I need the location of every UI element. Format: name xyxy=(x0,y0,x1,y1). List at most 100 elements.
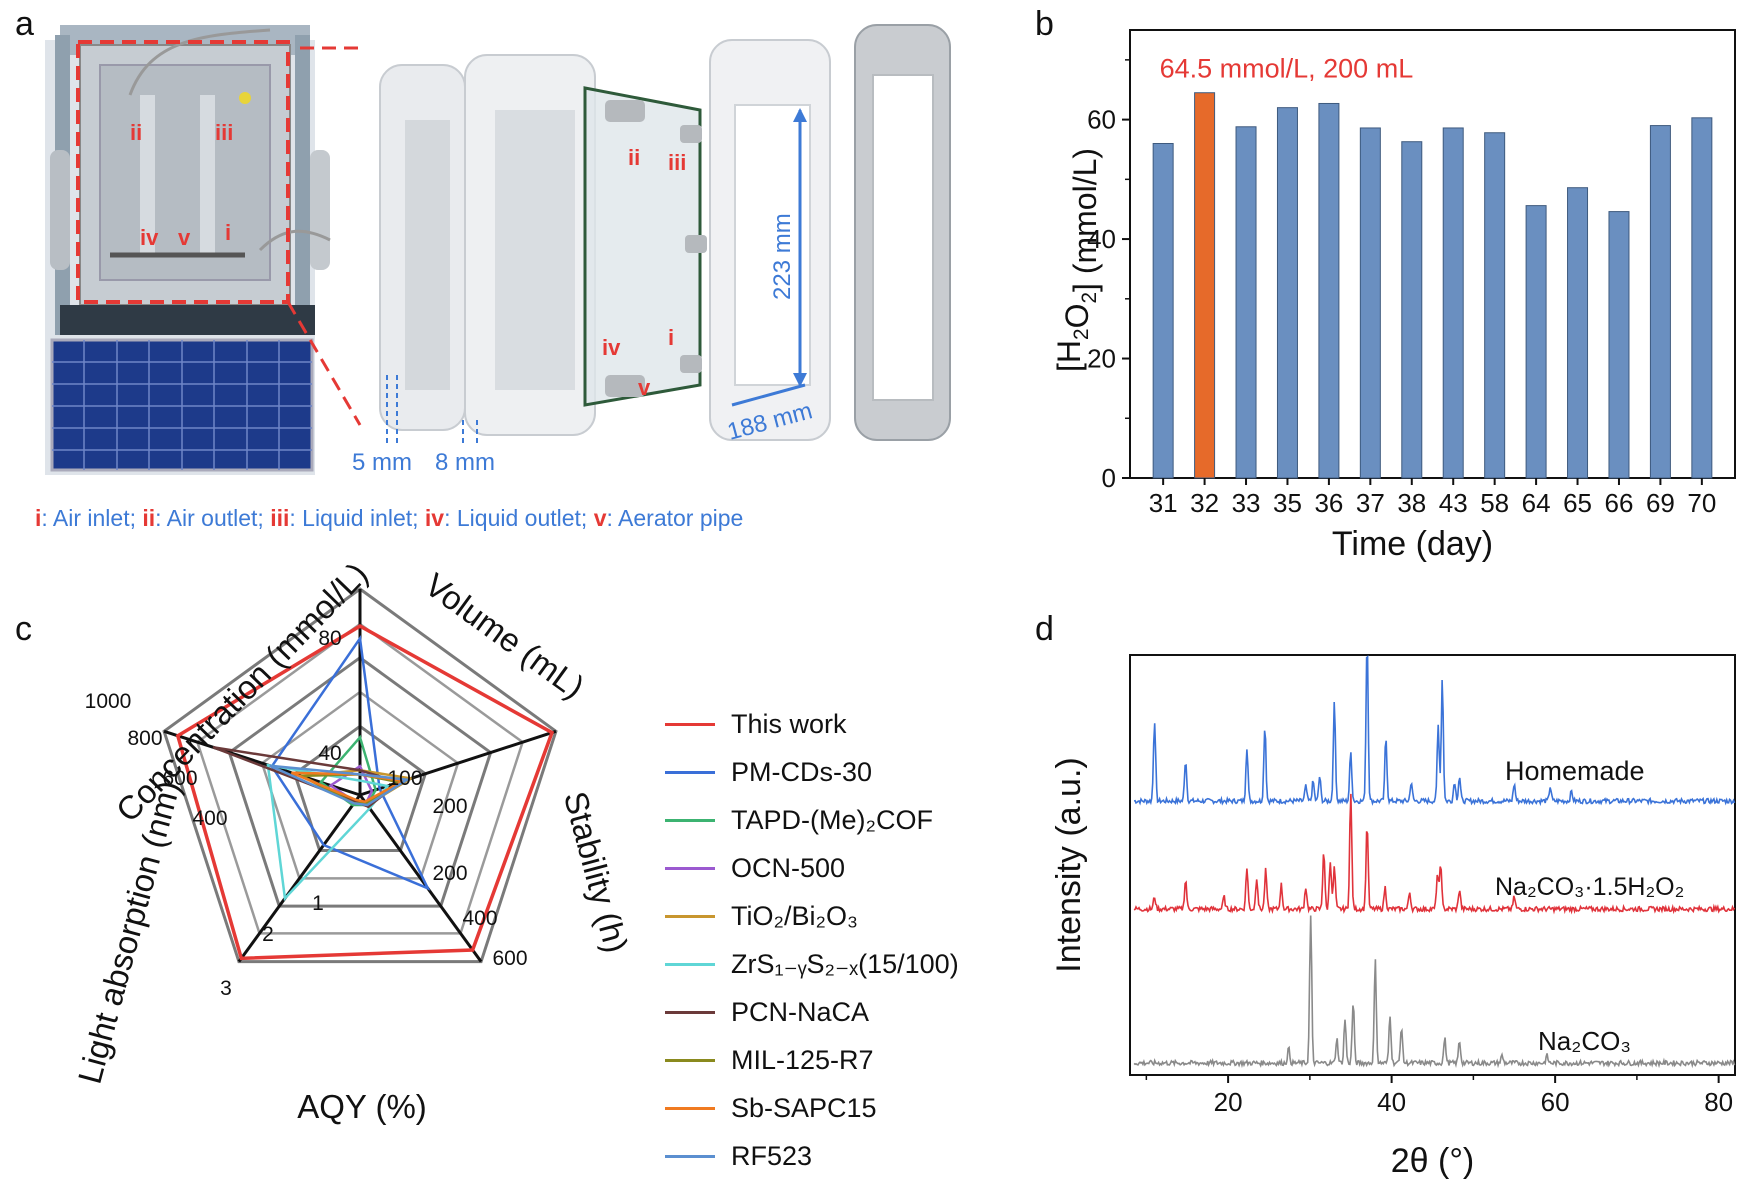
air-tube xyxy=(128,28,271,96)
solar-panel-grid xyxy=(52,340,312,470)
photo-label-ii: ii xyxy=(130,120,142,145)
chart-b-xtick-label: 66 xyxy=(1605,488,1634,518)
chart-b-bar-58 xyxy=(1484,132,1506,479)
chart-b-ylabel-part: ] (mmol/L) xyxy=(1067,148,1103,292)
panel-a-caption: i: Air inlet; ii: Air outlet; iii: Liqui… xyxy=(35,505,743,532)
chart-d-xlabel: 2θ (°) xyxy=(1391,1142,1475,1180)
legend-label: TAPD-(Me)₂COF xyxy=(731,804,933,835)
chart-b-annotation: 64.5 mmol/L, 200 mL xyxy=(1160,54,1414,84)
chart-c-tick-label: 40 xyxy=(318,742,341,765)
chart-c-series-9 xyxy=(269,764,411,807)
chart-b-ylabel-part: 2 xyxy=(1070,328,1093,340)
chart-c-tick-label: 600 xyxy=(162,767,197,790)
chart-c-tick-label: 80 xyxy=(318,627,341,650)
chart-c-spoke xyxy=(359,729,557,797)
chart-b: 0 20 40 60 31 32 33 35 36 37 38 43 58 64 65 66 69 70 64.5 … xyxy=(1051,29,1736,563)
device-right-post xyxy=(295,35,310,335)
chart-b-ylabel: [H2O2] (mmol/L) xyxy=(1051,148,1103,372)
chart-b-bar-66 xyxy=(1608,211,1630,479)
legend-label: Sb-SAPC15 xyxy=(731,1092,877,1123)
legend-item-9: RF523 xyxy=(665,1132,959,1180)
exploded-label-iv: iv xyxy=(602,335,621,360)
legend-item-2: TAPD-(Me)₂COF xyxy=(665,796,959,844)
chart-c-tick-label: 200 xyxy=(432,795,467,818)
caption-num-ii: ii xyxy=(142,505,156,531)
chart-b-bar-32 xyxy=(1194,92,1216,479)
chart-d-series-label-2: Na₂CO₃ xyxy=(1538,1026,1631,1056)
caption-text-i: : Air inlet; xyxy=(41,505,143,531)
legend-swatch xyxy=(665,914,715,918)
chart-b-ytick-label: 60 xyxy=(1087,105,1116,135)
fitting-liquid-inlet xyxy=(680,125,702,143)
selection-box xyxy=(76,40,290,304)
chart-d-xtick-label: 80 xyxy=(1704,1087,1733,1117)
chart-b-xtick-label: 37 xyxy=(1356,488,1385,518)
chart-b-bar-35 xyxy=(1276,107,1298,479)
chart-c-series-0 xyxy=(175,624,555,961)
plate-middle-recess xyxy=(495,110,575,390)
chart-d-trace-1 xyxy=(1133,793,1736,915)
liquid-tube xyxy=(258,229,331,252)
chart-c-grid-ring xyxy=(162,587,558,964)
dim-5mm-label: 5 mm xyxy=(352,449,412,476)
panel-a-photo: ii iii iv v i xyxy=(45,25,362,475)
photo-label-iv: iv xyxy=(140,225,159,250)
reactor-channel-1 xyxy=(140,95,155,255)
chart-c-axis-aqy: AQY (%) xyxy=(297,1088,427,1125)
chart-c-series-8 xyxy=(290,771,407,803)
chart-c-grid-ring xyxy=(227,655,493,908)
legend-label: ZrS₁₋ᵧS₂₋ₓ(15/100) xyxy=(731,948,959,979)
chart-b-ylabel-part: 2 xyxy=(1078,292,1101,304)
chart-b-bar-38 xyxy=(1401,141,1423,479)
legend-label: PM-CDs-30 xyxy=(731,756,873,787)
caption-num-iv: iv xyxy=(424,505,445,531)
chart-b-xtick-label: 43 xyxy=(1439,488,1468,518)
legend-swatch xyxy=(665,1106,715,1110)
chart-c-tick-label: 600 xyxy=(492,947,527,970)
legend-label: This work xyxy=(731,708,847,739)
legend-item-3: OCN-500 xyxy=(665,844,959,892)
caption-num-v: v xyxy=(593,505,607,531)
exploded-label-i: i xyxy=(668,325,674,350)
chart-c-tick-label: 400 xyxy=(462,907,497,930)
chart-c-tick-label: 100 xyxy=(387,767,422,790)
chart-c-tick-label: 3 xyxy=(220,977,232,1000)
chart-d: 20 40 60 80 Homemade Na₂CO₃·1.5H₂O₂ Na₂CO₃ 2θ (… xyxy=(1050,654,1736,1180)
chart-d-xtick-label: 60 xyxy=(1541,1087,1570,1117)
legend-item-4: TiO₂/Bi₂O₃ xyxy=(665,892,959,940)
chart-c-axis-stability: Stability (h) xyxy=(557,788,635,957)
chart-c-grid-ring xyxy=(292,724,428,853)
chart-b-bar-69 xyxy=(1649,125,1671,479)
device-hinge-right xyxy=(310,150,330,270)
legend-swatch xyxy=(665,818,715,822)
chart-d-frame xyxy=(1129,654,1736,1076)
legend-item-6: PCN-NaCA xyxy=(665,988,959,1036)
chart-c-spoke xyxy=(237,794,362,963)
caption-text-iv: : Liquid outlet; xyxy=(444,505,594,531)
chart-b-xtick-label: 35 xyxy=(1273,488,1302,518)
legend-swatch xyxy=(665,1058,715,1062)
dim-8mm-label: 8 mm xyxy=(435,449,495,476)
caption-text-iii: : Liquid inlet; xyxy=(289,505,425,531)
chart-d-series-label-1: Na₂CO₃·1.5H₂O₂ xyxy=(1495,873,1684,901)
legend-label: RF523 xyxy=(731,1140,813,1171)
selection-link-bottom xyxy=(286,301,362,426)
chart-b-xtick-label: 38 xyxy=(1397,488,1426,518)
chart-b-xlabel: Time (day) xyxy=(1332,525,1493,563)
legend-item-7: MIL-125-R7 xyxy=(665,1036,959,1084)
chart-b-xtick-label: 65 xyxy=(1563,488,1592,518)
photo-label-i: i xyxy=(225,220,231,245)
chart-b-bar-64 xyxy=(1525,205,1547,479)
fitting-liquid-outlet xyxy=(605,375,645,397)
reactor-channel-2 xyxy=(200,95,215,255)
panel-d-label: d xyxy=(1035,610,1054,648)
chart-b-xtick-label: 33 xyxy=(1232,488,1261,518)
caption-text-ii: : Air outlet; xyxy=(155,505,271,531)
legend-swatch xyxy=(665,1154,715,1158)
chart-c-grid-ring xyxy=(260,690,460,880)
device-base-rail xyxy=(60,305,315,335)
chart-b-xtick-label: 64 xyxy=(1522,488,1551,518)
chart-c-tick-label: 200 xyxy=(432,862,467,885)
chart-b-xtick-label: 58 xyxy=(1480,488,1509,518)
